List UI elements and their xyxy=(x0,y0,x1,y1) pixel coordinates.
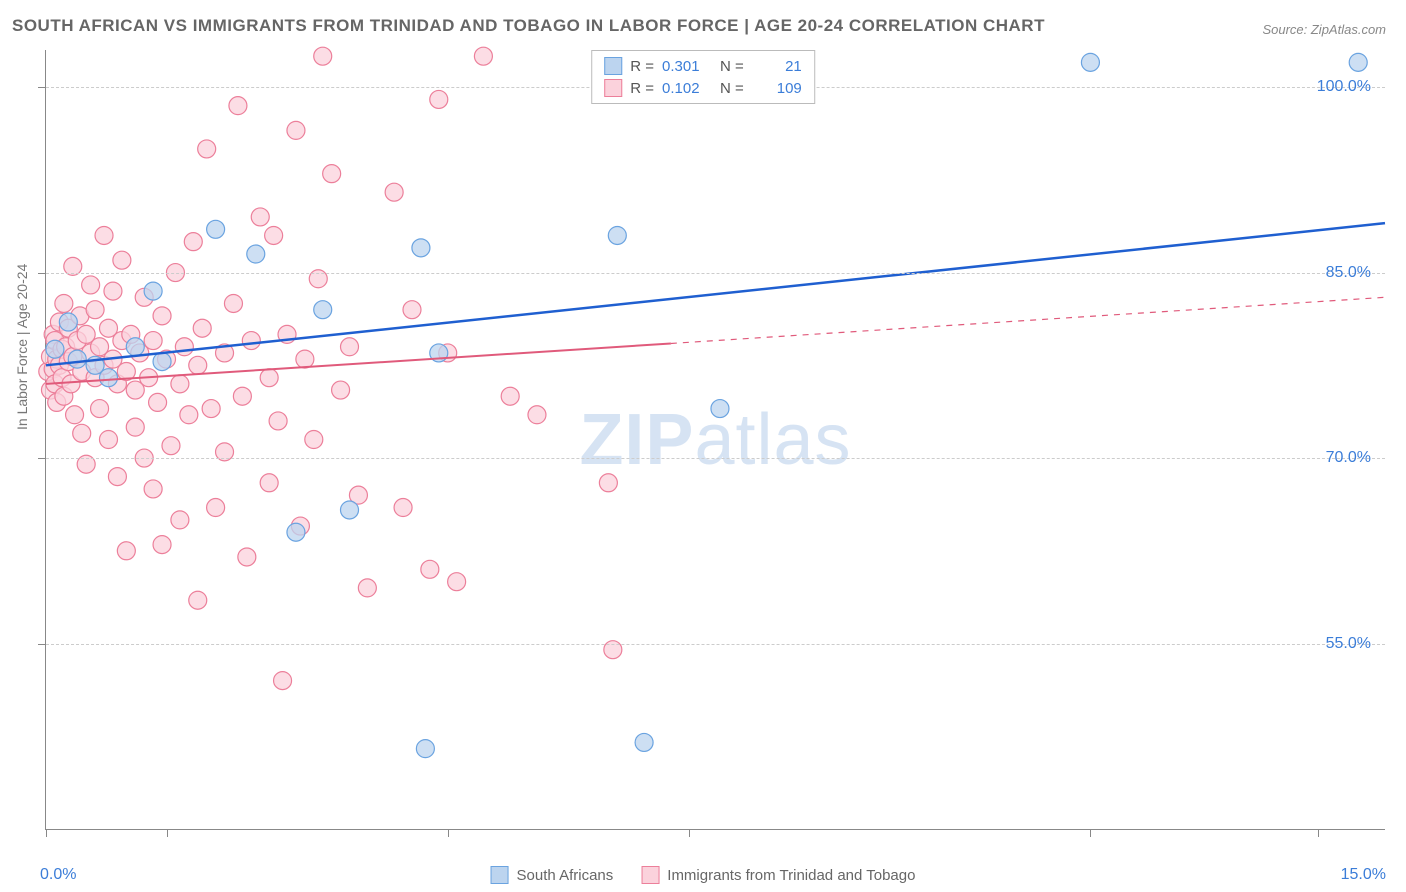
series-legend: South Africans Immigrants from Trinidad … xyxy=(491,866,916,884)
swatch-series-b xyxy=(604,79,622,97)
chart-title: SOUTH AFRICAN VS IMMIGRANTS FROM TRINIDA… xyxy=(12,16,1045,36)
x-tick xyxy=(1318,829,1319,837)
y-tick xyxy=(38,644,46,645)
stat-label-n: N = xyxy=(720,58,744,75)
swatch-series-b xyxy=(641,866,659,884)
x-tick xyxy=(46,829,47,837)
y-axis-title: In Labor Force | Age 20-24 xyxy=(14,264,30,430)
stat-label-r: R = xyxy=(630,80,654,97)
gridline xyxy=(46,458,1385,459)
swatch-series-a xyxy=(491,866,509,884)
stat-r-a: 0.301 xyxy=(662,58,712,75)
y-tick-label: 85.0% xyxy=(1326,264,1371,282)
y-tick xyxy=(38,87,46,88)
x-axis-max-label: 15.0% xyxy=(1341,866,1386,884)
legend-label-b: Immigrants from Trinidad and Tobago xyxy=(667,867,915,884)
stat-label-r: R = xyxy=(630,58,654,75)
source-attribution: Source: ZipAtlas.com xyxy=(1262,22,1386,37)
x-tick xyxy=(689,829,690,837)
legend-item: South Africans xyxy=(491,866,614,884)
stat-n-a: 21 xyxy=(752,58,802,75)
y-tick-label: 70.0% xyxy=(1326,449,1371,467)
y-tick xyxy=(38,458,46,459)
swatch-series-a xyxy=(604,57,622,75)
y-tick-label: 55.0% xyxy=(1326,635,1371,653)
x-axis-min-label: 0.0% xyxy=(40,866,76,884)
gridline xyxy=(46,644,1385,645)
stats-legend: R = 0.301 N = 21 R = 0.102 N = 109 xyxy=(591,50,815,104)
x-tick xyxy=(448,829,449,837)
stats-legend-row: R = 0.102 N = 109 xyxy=(604,77,802,99)
y-tick xyxy=(38,273,46,274)
y-tick-label: 100.0% xyxy=(1317,78,1371,96)
plot-area: ZIPatlas 100.0%85.0%70.0%55.0% xyxy=(45,50,1385,830)
x-tick xyxy=(1090,829,1091,837)
x-tick xyxy=(167,829,168,837)
stat-label-n: N = xyxy=(720,80,744,97)
chart-svg xyxy=(46,50,1385,829)
stat-r-b: 0.102 xyxy=(662,80,712,97)
stats-legend-row: R = 0.301 N = 21 xyxy=(604,55,802,77)
stat-n-b: 109 xyxy=(752,80,802,97)
legend-item: Immigrants from Trinidad and Tobago xyxy=(641,866,915,884)
legend-label-a: South Africans xyxy=(517,867,614,884)
gridline xyxy=(46,273,1385,274)
